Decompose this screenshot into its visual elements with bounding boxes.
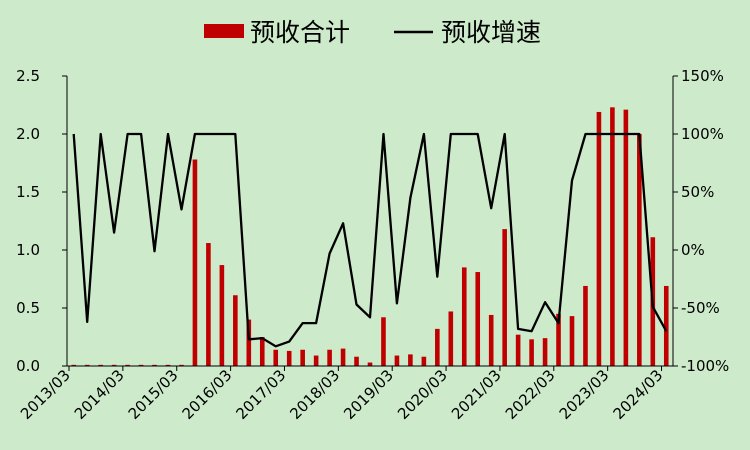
bar — [125, 364, 130, 366]
bar — [408, 354, 413, 366]
legend: 预收合计 预收增速 — [204, 18, 541, 47]
bar — [435, 328, 440, 366]
bar — [583, 285, 588, 366]
bar — [596, 111, 602, 367]
bar — [111, 364, 117, 366]
y-right-tick-label: 100% — [681, 125, 724, 143]
bar — [152, 364, 157, 366]
bar — [448, 311, 454, 366]
bar — [165, 364, 171, 366]
bar — [542, 338, 548, 366]
y-left-tick-label: 2.0 — [16, 125, 40, 143]
bar — [340, 348, 346, 366]
x-tick-label: 2018/03 — [286, 366, 343, 423]
y-right-tick-label: -50% — [681, 299, 720, 317]
bar — [233, 295, 238, 366]
bar — [71, 364, 77, 366]
bar — [637, 134, 642, 366]
bar — [273, 349, 279, 366]
y-right-tick-label: 150% — [681, 67, 724, 85]
bar — [354, 356, 359, 366]
bar — [421, 356, 427, 366]
bar — [327, 349, 332, 366]
bar — [381, 317, 386, 366]
bar — [488, 314, 494, 366]
bar — [286, 350, 292, 366]
bar — [623, 109, 629, 366]
bar — [259, 337, 265, 366]
bar — [461, 267, 467, 366]
y-left-tick-label: 0.5 — [16, 299, 40, 317]
bar — [569, 316, 575, 366]
bar — [394, 355, 400, 366]
bar — [246, 319, 252, 366]
bar — [206, 243, 211, 366]
bar — [192, 159, 198, 366]
y-right-tick-label: -100% — [681, 357, 729, 375]
bar-series — [71, 107, 669, 367]
y-left-tick-label: 2.5 — [16, 67, 40, 85]
bar — [475, 272, 481, 366]
bar — [84, 364, 90, 366]
bar — [502, 229, 507, 366]
bar — [313, 355, 319, 366]
legend-bar-swatch — [204, 24, 244, 38]
x-tick-label: 2014/03 — [71, 366, 128, 423]
bar — [98, 364, 103, 366]
x-tick-label: 2017/03 — [232, 366, 289, 423]
legend-bar-label: 预收合计 — [250, 18, 350, 47]
bar — [556, 313, 561, 366]
x-tick-label: 2023/03 — [556, 366, 613, 423]
bar — [219, 265, 225, 366]
y-left-tick-label: 1.0 — [16, 241, 40, 259]
y-right-tick-label: 0% — [681, 241, 705, 259]
legend-line-label: 预收增速 — [441, 18, 541, 47]
y-left-tick-label: 1.5 — [16, 183, 40, 201]
bar — [138, 364, 144, 366]
bar — [367, 362, 373, 366]
growth-line — [72, 132, 668, 348]
bar — [179, 364, 184, 366]
x-tick-label: 2024/03 — [610, 366, 667, 423]
bar — [529, 339, 534, 366]
axes — [62, 75, 678, 371]
bar — [515, 334, 521, 366]
y-right-tick-label: 50% — [681, 183, 714, 201]
x-tick-label: 2015/03 — [125, 366, 182, 423]
x-tick-label: 2016/03 — [179, 366, 236, 423]
x-tick-label: 2021/03 — [448, 366, 505, 423]
bar — [300, 349, 305, 366]
x-tick-label: 2020/03 — [394, 366, 451, 423]
x-tick-label: 2022/03 — [502, 366, 559, 423]
x-tick-label: 2019/03 — [340, 366, 397, 423]
bar — [610, 107, 615, 366]
y-left-tick-label: 0.0 — [16, 357, 40, 375]
bar — [663, 285, 669, 366]
line-series — [72, 132, 668, 348]
